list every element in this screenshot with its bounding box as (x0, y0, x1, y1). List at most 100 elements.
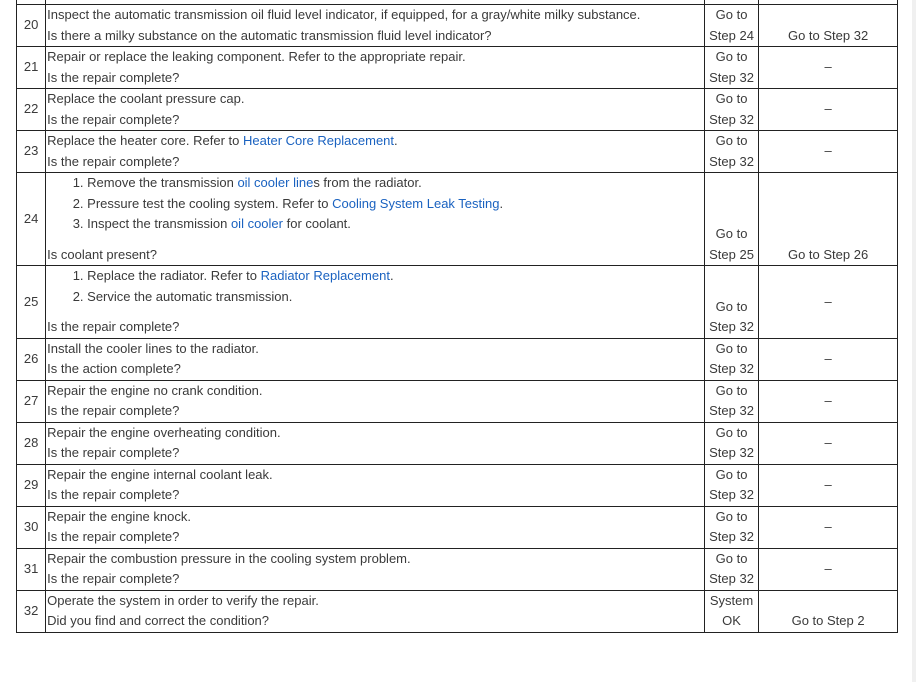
text: Repair the engine internal coolant leak. (47, 466, 273, 482)
yes-line: Step 24 (709, 27, 754, 43)
action-line: Repair the engine knock. (47, 507, 703, 528)
step-number: 31 (15, 547, 47, 591)
yes-line: Step 32 (709, 361, 754, 376)
question: Is the repair complete? (47, 487, 180, 502)
no-action[interactable]: Go to Step 32 (758, 4, 898, 47)
table-row: 31 Repair the combustion pressure in the … (15, 547, 898, 591)
table-row: 25 Replace the radiator. Refer to Radiato… (15, 265, 898, 339)
yes-line: Step 32 (709, 111, 754, 127)
question: Is the repair complete? (47, 111, 180, 127)
yes-action[interactable]: Go to Step 32 (703, 547, 760, 591)
table-row: 23 Replace the heater core. Refer to Heat… (15, 130, 898, 173)
text: Repair the combustion pressure in the co… (47, 550, 411, 566)
yes-line: Step 32 (709, 529, 754, 544)
table-row: 30 Repair the engine knock. Is the repair … (15, 505, 898, 549)
yes-action[interactable]: Go to Step 32 (703, 46, 760, 89)
scrollbar-track[interactable] (912, 0, 916, 682)
yes-action[interactable]: Go to Step 32 (703, 463, 760, 507)
question: Did you find and correct the condition? (47, 613, 270, 628)
yes-line: Step 32 (709, 403, 754, 418)
table-row: 26 Install the cooler lines to the radiat… (15, 337, 898, 381)
step-action: Inspect the automatic transmission oil f… (45, 4, 705, 47)
action-line: Repair the engine overheating condition. (47, 423, 703, 444)
action-line: Replace the heater core. Refer to Heater… (47, 131, 703, 152)
list-item: Pressure test the cooling system. Refer … (87, 194, 703, 215)
text: Install the cooler lines to the radiator… (47, 340, 259, 356)
step-action: Repair the engine knock. Is the repair co… (45, 505, 705, 549)
link[interactable]: Radiator Replacement (260, 268, 390, 283)
yes-action[interactable]: Go to Step 24 (703, 4, 760, 47)
step-action: Install the cooler lines to the radiator… (45, 337, 705, 381)
step-number: 28 (15, 421, 47, 465)
yes-line: System (709, 592, 754, 608)
table-row: 28 Repair the engine overheating conditio… (15, 421, 898, 465)
yes-line: Go to (715, 466, 748, 482)
yes-line: Step 32 (709, 571, 754, 586)
link[interactable]: oil cooler (230, 216, 283, 231)
yes-line: Step 32 (709, 319, 754, 334)
yes-line: Go to (715, 226, 748, 241)
question: Is the action complete? (47, 361, 181, 376)
yes-line: Go to (715, 550, 748, 566)
yes-action[interactable]: Go to Step 25 (703, 172, 760, 266)
table-row: 29 Repair the engine internal coolant lea… (15, 463, 898, 507)
yes-line: Step 32 (709, 487, 754, 502)
no-action[interactable]: – (758, 505, 898, 549)
list-item: Remove the transmission oil cooler lines… (87, 173, 703, 194)
text: . (389, 268, 394, 283)
text: . (394, 133, 398, 148)
link[interactable]: Cooling System Leak Testing (332, 195, 500, 211)
link[interactable]: Heater Core Replacement (243, 133, 395, 148)
no-action[interactable]: – (758, 88, 898, 131)
text: Service the automatic transmission. (87, 288, 293, 304)
question: Is the repair complete? (47, 445, 180, 460)
list-item: Inspect the transmission oil cooler for … (87, 214, 703, 235)
step-action: Repair the engine no crank condition. Is … (45, 379, 705, 423)
action-line: Repair the engine no crank condition. (47, 381, 703, 402)
no-action[interactable]: – (758, 46, 898, 89)
no-action[interactable]: – (758, 337, 898, 381)
no-action[interactable]: – (758, 463, 898, 507)
list-item: Replace the radiator. Refer to Radiator … (87, 266, 703, 287)
text: Operate the system in order to verify th… (47, 592, 319, 608)
no-action[interactable]: Go to Step 26 (758, 172, 898, 266)
yes-action[interactable]: System OK (703, 589, 760, 633)
no-action[interactable]: – (758, 130, 898, 173)
yes-action[interactable]: Go to Step 32 (703, 379, 760, 423)
no-action[interactable]: – (758, 547, 898, 591)
no-action[interactable]: – (758, 421, 898, 465)
question: Is the repair complete? (47, 153, 180, 169)
action-line: Inspect the automatic transmission oil f… (47, 5, 703, 26)
question: Is the repair complete? (47, 69, 180, 85)
no-action[interactable]: – (758, 265, 898, 339)
no-action[interactable]: Go to Step 2 (758, 589, 898, 633)
text: Pressure test the cooling system. Refer … (87, 195, 333, 211)
question: Is the repair complete? (47, 403, 180, 418)
question: Is the repair complete? (47, 319, 180, 334)
step-number: 22 (15, 88, 47, 131)
no-action[interactable]: – (758, 379, 898, 423)
action-list: Replace the radiator. Refer to Radiator … (47, 266, 703, 307)
yes-line: Go to (715, 424, 748, 440)
yes-action[interactable]: Go to Step 32 (703, 130, 760, 173)
step-action: Replace the radiator. Refer to Radiator … (45, 265, 705, 339)
action-line: Repair or replace the leaking component.… (47, 47, 703, 68)
yes-action[interactable]: Go to Step 32 (703, 88, 760, 131)
yes-action[interactable]: Go to Step 32 (703, 337, 760, 381)
action-line: Install the cooler lines to the radiator… (47, 339, 703, 360)
action-line: Repair the engine internal coolant leak. (47, 465, 703, 486)
yes-line: Go to (715, 91, 748, 106)
step-action: Repair the engine overheating condition.… (45, 421, 705, 465)
table-row: 32 Operate the system in order to verify … (15, 589, 898, 633)
yes-action[interactable]: Go to Step 32 (703, 265, 760, 339)
action-line: Repair the combustion pressure in the co… (47, 549, 703, 570)
step-action: Repair the engine internal coolant leak.… (45, 463, 705, 507)
yes-action[interactable]: Go to Step 32 (703, 421, 760, 465)
yes-line: Step 32 (709, 445, 754, 460)
text: Repair the engine knock. (47, 508, 191, 524)
text: Replace the heater core. Refer to (47, 133, 243, 148)
link[interactable]: oil cooler line (237, 175, 314, 190)
yes-line: Go to (715, 298, 748, 314)
yes-action[interactable]: Go to Step 32 (703, 505, 760, 549)
question: Is the repair complete? (47, 571, 180, 586)
